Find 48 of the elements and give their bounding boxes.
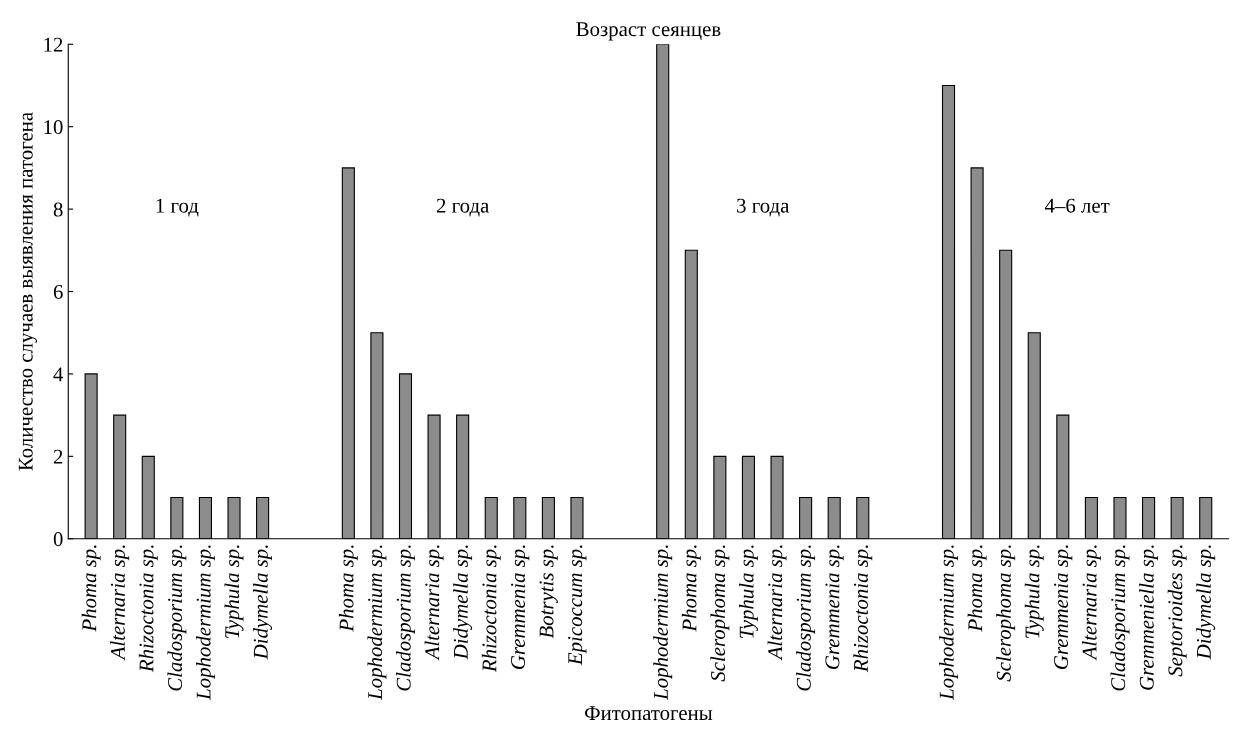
x-tick-label: Rhizoctonia sp. xyxy=(853,545,873,673)
annotation: 2 года xyxy=(436,198,490,217)
y-tick-label: 4 xyxy=(53,367,64,382)
annotation: 4–6 лет xyxy=(1044,198,1110,213)
x-tick-label: Rhizoctonia sp. xyxy=(481,545,501,673)
y-tick-label: 12 xyxy=(44,37,63,52)
x-tick-label: Alternaria sp. xyxy=(767,545,787,661)
y-tick-label: 0 xyxy=(53,532,63,547)
x-tick-label: Gremmeniella sp. xyxy=(1139,545,1159,690)
x-tick-label: Alternaria sp. xyxy=(424,545,444,661)
x-tick-label: Lophodermium sp. xyxy=(195,545,215,701)
x-tick-label: Lophodermium sp. xyxy=(653,545,673,701)
x-tick-label: Didymella sp. xyxy=(253,545,273,660)
x-tick-label: Typhula sp. xyxy=(738,545,758,638)
x-tick-label: Typhula sp. xyxy=(1024,545,1044,638)
y-tick-label: 8 xyxy=(53,202,63,217)
x-tick-label: Cladosporium sp. xyxy=(796,545,816,691)
x-tick-label: Cladosporium sp. xyxy=(1110,545,1130,691)
x-tick-label: Didymella sp. xyxy=(453,545,473,660)
x-tick-label: Lophodermium sp. xyxy=(939,545,958,701)
y-axis-title: Количество случаев выявления патогена xyxy=(18,112,38,471)
x-tick-label: Gremmenia sp. xyxy=(511,545,530,669)
y-tick-label: 6 xyxy=(53,284,63,299)
annotation: 3 года xyxy=(737,198,790,217)
y-tick-label: 10 xyxy=(44,120,63,135)
x-tick-label: Didymella sp. xyxy=(1196,545,1216,660)
x-tick-label: Cladosporium sp. xyxy=(167,545,187,691)
x-tick-label: Cladosporium sp. xyxy=(396,545,415,691)
x-tick-label: Botrytis sp. xyxy=(539,545,558,639)
x-tick-label: Alternaria sp. xyxy=(1081,545,1101,661)
x-tick-label: Phoma sp. xyxy=(681,545,701,632)
y-tick-label: 2 xyxy=(53,449,63,464)
x-tick-label: Septorioides sp. xyxy=(1167,545,1187,677)
x-tick-label: Phoma sp. xyxy=(338,545,358,632)
x-tick-label: Gremmenia sp. xyxy=(825,545,844,669)
x-tick-label: Sclerophoma sp. xyxy=(710,545,730,682)
x-tick-label: Phoma sp. xyxy=(967,545,987,632)
annotation: 1 год xyxy=(156,198,199,217)
x-tick-label: Typhula sp. xyxy=(224,545,244,638)
x-tick-label: Phoma sp. xyxy=(81,545,101,632)
x-axis-title: Фитопатогены xyxy=(584,706,713,721)
x-tick-label: Gremmenia sp. xyxy=(1054,545,1073,669)
x-tick-label: Rhizoctonia sp. xyxy=(138,545,158,673)
x-tick-label: Alternaria sp. xyxy=(110,545,130,661)
x-tick-label: Lophodermium sp. xyxy=(367,545,387,701)
chart-title: Возраст сеянцев xyxy=(576,22,721,41)
x-tick-label: Sclerophoma sp. xyxy=(996,545,1016,682)
x-tick-label: Epicoccum sp. xyxy=(568,545,587,666)
